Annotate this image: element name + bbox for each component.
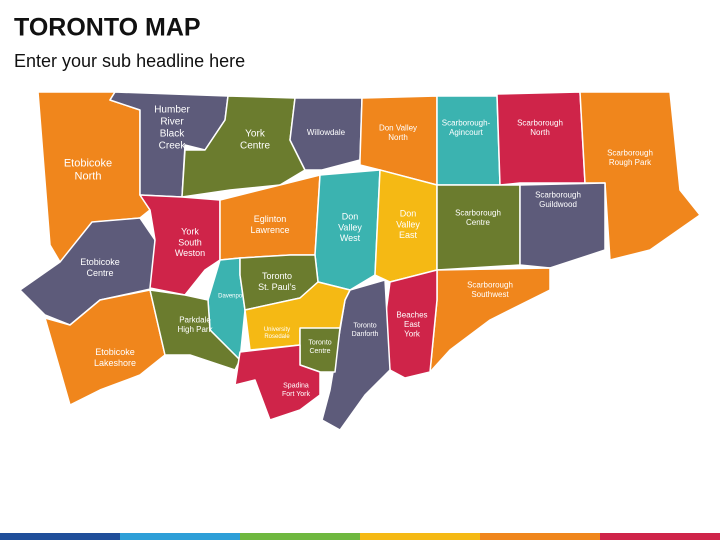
region-shape — [436, 95, 501, 186]
region-label: Davenport — [218, 294, 246, 300]
region: Scarborough-Agincourt — [436, 95, 501, 186]
region-label: York — [404, 330, 421, 339]
region-label: Don — [400, 209, 417, 219]
region-label: Valley — [396, 219, 420, 229]
region-label: Creek — [159, 141, 187, 152]
region-label: Toronto — [308, 340, 331, 347]
region-label: Lakeshore — [94, 358, 136, 368]
region-shape — [139, 194, 221, 296]
footer-stripe — [120, 533, 240, 540]
region-label: St. Paul’s — [258, 282, 296, 292]
footer-stripe — [240, 533, 360, 540]
region-label: University — [264, 327, 290, 333]
region-label: Parkdale — [179, 315, 211, 324]
region-label: Centre — [309, 348, 330, 355]
region-label: Guildwood — [539, 200, 577, 209]
region-label: Don Valley — [379, 123, 417, 132]
region-label: North — [75, 171, 102, 183]
region-label: High Park — [177, 325, 213, 334]
region-label: South — [178, 237, 202, 247]
footer-stripe — [0, 533, 120, 540]
footer-bar — [0, 533, 720, 540]
region-label: Centre — [466, 218, 491, 227]
footer-stripe — [480, 533, 600, 540]
region-label: Eglinton — [254, 214, 287, 224]
region-label: Willowdale — [307, 128, 346, 137]
region-label: Scarborough — [607, 148, 653, 157]
region-label: Spadina — [283, 383, 309, 390]
region-label: Scarborough- — [442, 118, 491, 127]
region-label: Weston — [175, 248, 205, 258]
region-label: River — [160, 117, 184, 128]
region-shape — [496, 91, 586, 186]
region-shape — [519, 182, 606, 269]
region-label: East — [404, 320, 421, 329]
region-label: Scarborough — [455, 208, 501, 217]
region-label: Scarborough — [467, 280, 513, 289]
region-label: Scarborough — [517, 118, 563, 127]
region-label: Toronto — [353, 323, 376, 330]
region-shape — [436, 184, 521, 271]
region-label: Southwest — [471, 290, 509, 299]
toronto-map: EtobicokeNorthHumberRiverBlackCreekYorkC… — [19, 91, 701, 431]
region-label: North — [388, 133, 408, 142]
region-label: Centre — [86, 268, 113, 278]
region-label: Black — [160, 129, 185, 140]
region-label: Scarborough — [535, 190, 581, 199]
region-label: Beaches — [396, 311, 427, 320]
region-label: Etobicoke — [64, 157, 112, 169]
region-label: Fort York — [282, 391, 311, 398]
region-label: Humber — [154, 105, 190, 116]
footer-stripe — [600, 533, 720, 540]
region-label: Etobicoke — [95, 347, 135, 357]
region-label: Centre — [240, 141, 270, 152]
region-label: Lawrence — [250, 225, 289, 235]
region-label: West — [340, 233, 361, 243]
footer-stripe — [360, 533, 480, 540]
region-shape — [234, 344, 321, 421]
region: Willowdale — [289, 97, 363, 171]
region-label: East — [399, 230, 418, 240]
region-label: Rough Park — [609, 158, 652, 167]
region-label: North — [530, 128, 550, 137]
region-label: York — [245, 129, 266, 140]
subtitle: Enter your sub headline here — [14, 51, 245, 71]
region-label: Rosedale — [264, 334, 290, 340]
region-label: Danforth — [352, 331, 379, 338]
region-label: York — [181, 227, 199, 237]
region-label: Agincourt — [449, 128, 484, 137]
region-label: Don — [342, 212, 359, 222]
region-shape — [44, 289, 166, 406]
region-label: Etobicoke — [80, 257, 120, 267]
region-label: Valley — [338, 222, 362, 232]
title: TORONTO MAP — [14, 14, 201, 42]
region-label: Toronto — [262, 271, 292, 281]
